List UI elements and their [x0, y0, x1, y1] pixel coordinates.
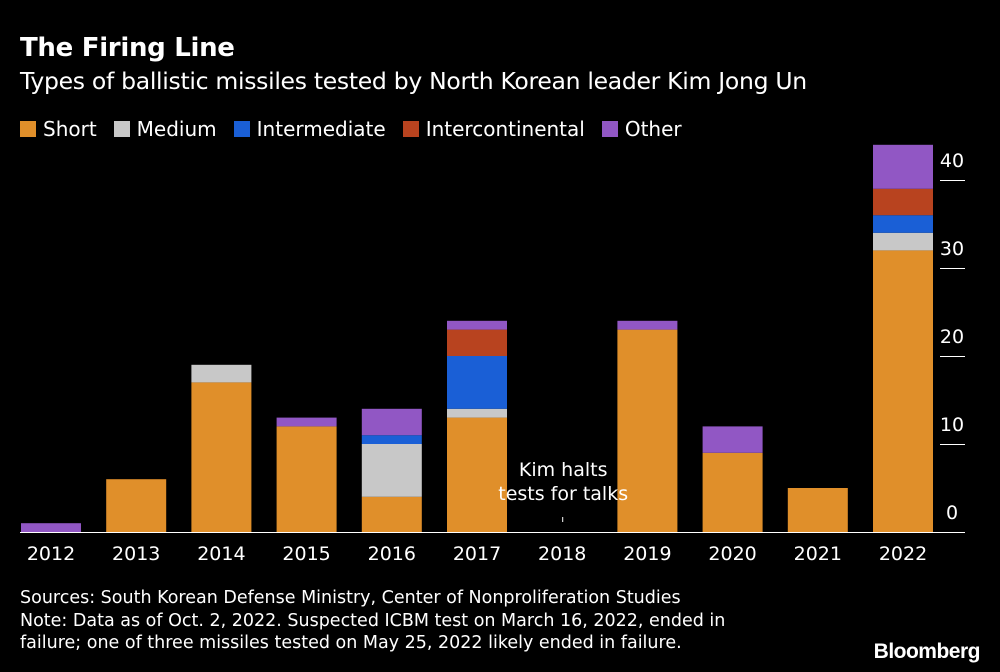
y-tick-label-40: 40	[940, 150, 964, 172]
bar-2012-other	[21, 523, 81, 532]
annotation-text-line2: tests for talks	[498, 483, 628, 505]
note-text-line1: Note: Data as of Oct. 2, 2022. Suspected…	[20, 610, 726, 631]
bar-2014-short	[191, 382, 252, 532]
note-text-line2: failure; one of three missiles tested on…	[20, 633, 682, 653]
legend-item-medium: Medium	[113, 117, 217, 141]
bar-2022-intercontinental	[873, 188, 933, 216]
bar-2016-intermediate	[361, 435, 422, 444]
y-tick-label-20: 20	[940, 326, 964, 348]
bar-2022-intermediate	[873, 215, 933, 233]
x-tick-label-2017: 2017	[453, 543, 501, 565]
y-tick-label-10: 10	[940, 414, 964, 436]
annotation-text-line1: Kim halts	[519, 459, 608, 481]
bar-2021-short	[787, 488, 848, 532]
bloomberg-logo: Bloomberg	[873, 640, 981, 663]
legend-swatch-short	[20, 121, 36, 137]
bar-2022-short	[873, 250, 933, 532]
bar-2017-intercontinental	[447, 329, 507, 356]
legend-label-intercontinental: Intercontinental	[425, 117, 585, 141]
x-tick-label-2012: 2012	[27, 543, 75, 565]
bar-2019-short	[617, 329, 678, 532]
bar-2016-other	[361, 408, 422, 436]
legend-item-short: Short	[20, 117, 97, 141]
bar-2020-other	[702, 426, 763, 453]
legend-label-short: Short	[43, 117, 97, 141]
bar-2017-intermediate	[447, 356, 507, 409]
x-tick-label-2014: 2014	[197, 543, 245, 565]
bar-2017-medium	[447, 408, 507, 418]
chart-subtitle: Types of ballistic missiles tested by No…	[20, 67, 807, 95]
bar-2013-short	[106, 479, 167, 532]
x-tick-label-2013: 2013	[112, 543, 160, 565]
x-tick-label-2019: 2019	[623, 543, 671, 565]
x-tick-label-2020: 2020	[708, 543, 756, 565]
bar-2022-medium	[873, 232, 933, 251]
legend-swatch-intermediate	[233, 121, 250, 137]
bar-2017-other	[447, 320, 507, 330]
bar-2015-short	[276, 426, 337, 532]
bar-2016-short	[361, 496, 422, 532]
bar-2020-short	[702, 452, 763, 532]
x-tick-label-2022: 2022	[879, 543, 927, 565]
x-tick-label-2016: 2016	[368, 543, 416, 565]
legend: Short Medium Intermediate Intercontinent…	[20, 116, 699, 142]
y-tick-label-30: 30	[940, 238, 964, 260]
legend-label-other: Other	[624, 117, 682, 141]
legend-swatch-other	[601, 121, 618, 137]
y-tick-label-0: 0	[946, 502, 958, 524]
bar-2017-short	[447, 417, 507, 532]
legend-swatch-intercontinental	[402, 121, 419, 137]
x-tick-label-2021: 2021	[794, 543, 842, 565]
bar-2014-medium	[191, 364, 252, 383]
sources-text: Sources: South Korean Defense Ministry, …	[20, 588, 681, 608]
x-tick-label-2015: 2015	[282, 543, 330, 565]
bar-2016-medium	[361, 444, 422, 497]
bar-2019-other	[617, 320, 678, 330]
chart-footer: Sources: South Korean Defense Ministry, …	[20, 587, 860, 655]
legend-item-intermediate: Intermediate	[233, 117, 386, 141]
legend-item-intercontinental: Intercontinental	[402, 117, 585, 141]
bar-chart: 2012 2013 2014 2015 2016 2017 2018 2019 2020 2021…	[20, 144, 965, 565]
legend-label-medium: Medium	[136, 117, 217, 141]
bar-2022-other	[873, 144, 933, 189]
legend-item-other: Other	[601, 117, 682, 141]
bar-2015-other	[276, 417, 337, 427]
x-tick-label-2018: 2018	[538, 543, 586, 565]
legend-label-intermediate: Intermediate	[256, 117, 386, 141]
legend-swatch-medium	[113, 121, 130, 137]
chart-title: The Firing Line	[20, 33, 235, 63]
